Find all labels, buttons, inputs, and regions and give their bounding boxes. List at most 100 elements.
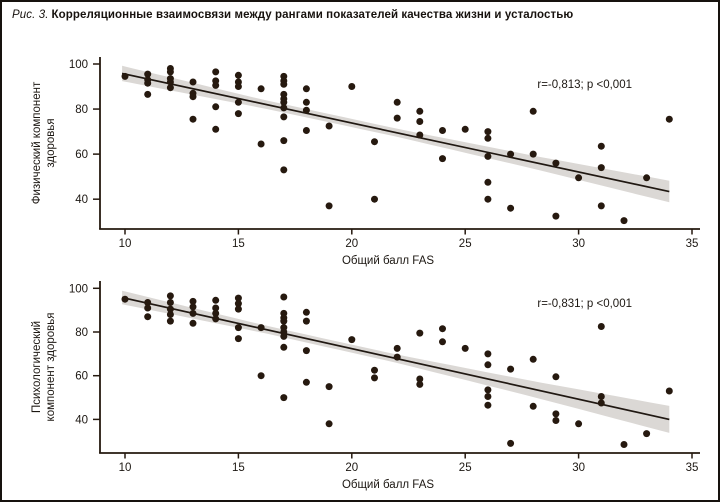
data-point bbox=[575, 174, 583, 182]
data-point bbox=[665, 115, 673, 123]
y-tick-label: 40 bbox=[75, 414, 88, 426]
data-point bbox=[189, 319, 197, 327]
data-point bbox=[144, 304, 152, 312]
data-point bbox=[416, 131, 424, 139]
data-point bbox=[189, 93, 197, 101]
data-point bbox=[484, 195, 492, 203]
data-point bbox=[439, 155, 446, 163]
data-point bbox=[529, 355, 537, 363]
data-point bbox=[348, 83, 356, 90]
data-point bbox=[302, 317, 310, 325]
data-point bbox=[665, 387, 673, 395]
data-point bbox=[280, 98, 288, 106]
y-axis-label-line1: Психологический bbox=[31, 321, 43, 413]
data-point bbox=[348, 336, 356, 344]
data-point bbox=[212, 304, 220, 312]
data-point bbox=[325, 202, 333, 210]
data-point bbox=[212, 81, 220, 89]
data-point bbox=[507, 204, 515, 212]
data-point bbox=[371, 366, 378, 374]
data-point bbox=[416, 107, 424, 115]
x-tick-label: 10 bbox=[119, 462, 132, 474]
y-tick-label: 60 bbox=[75, 149, 88, 161]
data-point bbox=[371, 138, 378, 146]
data-point bbox=[529, 402, 537, 410]
data-point bbox=[416, 375, 424, 383]
x-tick-label: 15 bbox=[232, 462, 245, 474]
y-axis-label-line1: Физический компонент bbox=[31, 81, 43, 204]
correlation-annotation: r=-0,831; p <0,001 bbox=[537, 298, 632, 310]
data-point bbox=[280, 113, 288, 121]
data-point bbox=[234, 83, 242, 90]
data-point bbox=[529, 150, 537, 158]
data-point bbox=[393, 114, 401, 122]
data-point bbox=[416, 380, 424, 388]
x-tick-label: 20 bbox=[345, 238, 358, 250]
chart-panel-psychological-component-vs-fas: 40 60 80 100 10 15 20 25 30 35 Общий балл FAS Психо… bbox=[31, 281, 700, 491]
x-axis-label: Общий балл FAS bbox=[342, 255, 434, 267]
data-point bbox=[166, 311, 174, 318]
correlation-annotation: r=-0,813; p <0,001 bbox=[537, 79, 632, 91]
data-point bbox=[166, 305, 174, 313]
y-tick-label: 80 bbox=[75, 104, 88, 116]
x-tick-label: 15 bbox=[232, 238, 245, 250]
data-point bbox=[280, 293, 288, 301]
data-point bbox=[597, 393, 605, 400]
x-tick-label: 10 bbox=[119, 238, 132, 250]
data-point bbox=[552, 159, 560, 167]
confidence-band bbox=[122, 65, 670, 203]
data-point bbox=[280, 137, 288, 145]
data-point bbox=[416, 118, 424, 125]
data-point bbox=[166, 317, 174, 325]
data-point bbox=[234, 71, 242, 79]
data-point bbox=[144, 299, 152, 306]
data-point bbox=[302, 98, 310, 106]
data-point bbox=[597, 202, 605, 210]
data-point bbox=[484, 393, 492, 400]
figure-title: Рис. 3. Корреляционные взаимосвязи между … bbox=[12, 9, 573, 21]
data-point bbox=[302, 347, 310, 355]
data-point bbox=[302, 308, 310, 316]
data-point bbox=[507, 365, 515, 373]
data-point bbox=[439, 325, 446, 333]
data-point bbox=[280, 394, 288, 402]
data-point bbox=[144, 90, 152, 98]
x-tick-label: 30 bbox=[572, 238, 585, 250]
data-point bbox=[302, 85, 310, 93]
data-point bbox=[234, 98, 242, 106]
data-point bbox=[166, 68, 174, 76]
data-point bbox=[416, 329, 424, 337]
data-point bbox=[484, 152, 492, 160]
data-point bbox=[484, 361, 492, 369]
data-point bbox=[552, 410, 560, 418]
data-point bbox=[552, 373, 560, 381]
data-point bbox=[620, 217, 628, 225]
data-point bbox=[325, 383, 333, 391]
y-axis-label-line2: компонент здоровья bbox=[45, 313, 57, 422]
data-point bbox=[189, 297, 197, 305]
data-point bbox=[280, 343, 288, 351]
x-tick-label: 35 bbox=[686, 238, 699, 250]
data-point bbox=[302, 127, 310, 134]
data-point bbox=[597, 164, 605, 172]
data-point bbox=[257, 85, 265, 93]
data-point bbox=[620, 441, 628, 448]
data-point bbox=[212, 68, 220, 76]
figure-number: Рис. 3. bbox=[12, 9, 49, 21]
data-point bbox=[643, 174, 651, 182]
data-point bbox=[189, 309, 197, 317]
data-point bbox=[302, 106, 310, 114]
y-tick-label: 100 bbox=[69, 283, 88, 295]
data-point bbox=[484, 386, 492, 394]
data-point bbox=[144, 79, 152, 87]
data-point bbox=[189, 115, 197, 123]
data-point bbox=[529, 107, 537, 115]
data-point bbox=[371, 374, 378, 382]
data-point bbox=[280, 80, 288, 88]
data-point bbox=[234, 324, 242, 332]
x-tick-label: 25 bbox=[459, 238, 472, 250]
data-point bbox=[643, 430, 651, 438]
data-point bbox=[212, 309, 220, 317]
data-point bbox=[439, 338, 446, 346]
